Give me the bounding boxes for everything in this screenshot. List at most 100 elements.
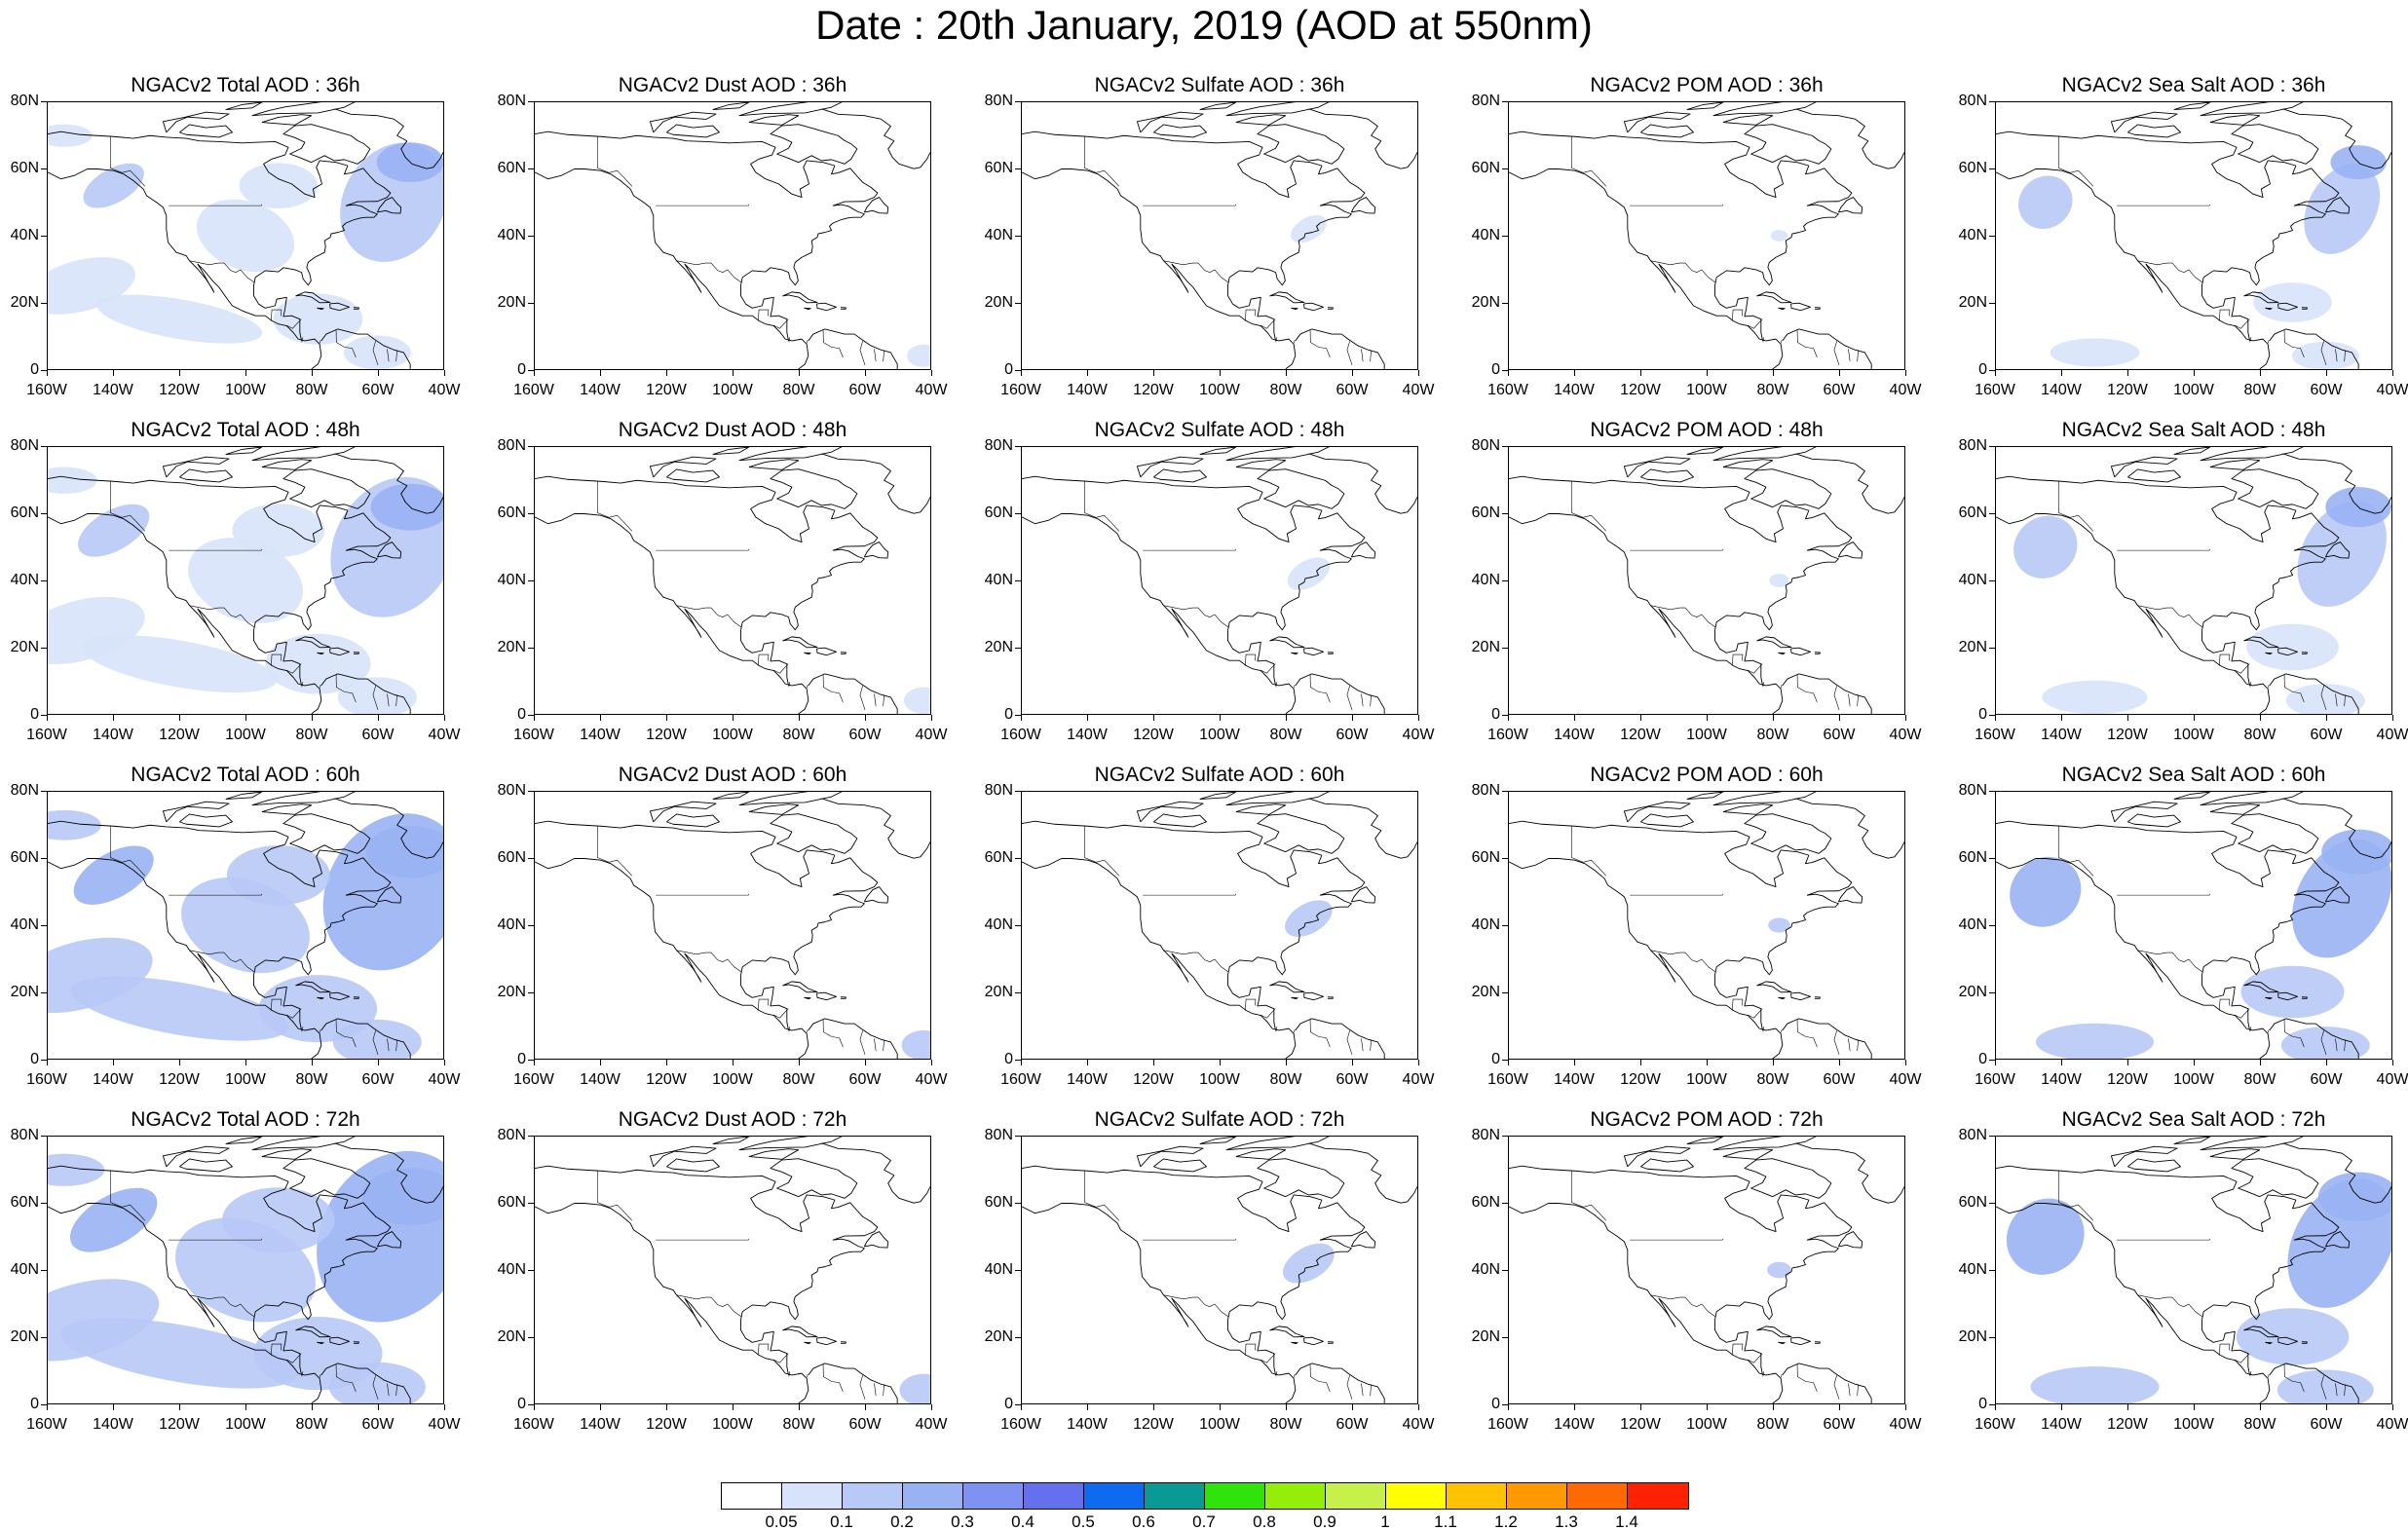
country-border	[1796, 1019, 1818, 1048]
lon-tick	[378, 370, 379, 376]
coastline	[1640, 468, 1694, 483]
coastline	[2282, 108, 2391, 169]
coastline	[317, 996, 324, 1000]
country-border	[271, 998, 282, 1011]
lat-tick-label: 40N	[1958, 572, 1987, 588]
coastline	[1295, 1018, 1385, 1059]
aod-plume	[2236, 1308, 2350, 1365]
lon-tick	[534, 370, 535, 376]
map-svg	[535, 447, 930, 714]
coastline	[1022, 513, 1297, 714]
aod-plume	[2253, 282, 2332, 322]
country-border	[2249, 337, 2252, 343]
coastline	[179, 1158, 233, 1173]
lat-tick	[41, 580, 47, 581]
coastline	[782, 636, 818, 649]
lat-tick	[1015, 303, 1021, 304]
lat-tick	[1015, 446, 1021, 447]
lon-tick	[1021, 1404, 1022, 1410]
lon-tick	[1021, 1060, 1022, 1065]
aod-plume	[328, 1362, 426, 1403]
coastline	[1350, 197, 1376, 214]
lon-tick-label: 160W	[1487, 382, 1528, 398]
aod-plume	[899, 1373, 930, 1403]
map-panel: NGACv2 Dust AOD : 36h 80N 60N 40N 20N 0 160W 14…	[487, 72, 974, 417]
colorbar-swatch	[1567, 1483, 1628, 1509]
lon-tick-label: 140W	[93, 727, 133, 743]
lon-tick-label: 40W	[428, 1071, 461, 1088]
lat-tick	[1015, 858, 1021, 859]
coastline	[295, 1326, 331, 1338]
map-svg	[48, 1137, 443, 1403]
coastline	[1996, 858, 2271, 1059]
lon-tick	[1418, 1060, 1419, 1065]
lat-tick-label: 20N	[10, 984, 39, 1000]
coastline	[251, 447, 356, 462]
aod-plume	[332, 1019, 422, 1059]
lon-tick	[534, 1060, 535, 1065]
lat-tick-label: 60N	[497, 160, 526, 176]
lat-tick	[41, 101, 47, 102]
lon-tick-label: 60W	[848, 727, 882, 743]
lon-tick	[2392, 1404, 2393, 1410]
colorbar-label: 0.6	[1132, 1512, 1155, 1531]
country-border	[1833, 341, 1840, 366]
country-border	[656, 548, 750, 551]
coastline	[1814, 1341, 1821, 1344]
lat-tick-label: 0	[1004, 1396, 1013, 1412]
coastline	[295, 291, 331, 304]
coastline	[1257, 1158, 1345, 1199]
aod-plume	[1767, 1261, 1791, 1279]
coastline	[1509, 168, 1784, 369]
colorbar-label: 1.3	[1555, 1512, 1578, 1531]
lon-tick	[1640, 1404, 1641, 1410]
country-border	[110, 512, 146, 532]
coastline	[2127, 468, 2181, 483]
lon-tick	[600, 715, 601, 721]
coastline	[821, 1142, 930, 1204]
lon-tick	[47, 1404, 48, 1410]
lon-tick	[1508, 1060, 1509, 1065]
coastline	[251, 102, 356, 117]
lat-tick-label: 80N	[984, 437, 1013, 454]
country-border	[1833, 1375, 1840, 1400]
lat-tick	[1502, 303, 1508, 304]
coastline	[804, 996, 811, 1000]
coastline	[1686, 447, 1724, 455]
coastline	[863, 541, 889, 559]
coastline	[2200, 792, 2304, 806]
coastline	[1795, 108, 1904, 169]
country-border	[301, 337, 304, 343]
coastline	[804, 307, 811, 311]
lon-tick-label: 140W	[1067, 727, 1108, 743]
lon-tick	[931, 1060, 932, 1065]
lon-tick	[1773, 715, 1774, 721]
coastline	[1269, 291, 1305, 304]
lon-tick-label: 100W	[225, 727, 266, 743]
lon-tick-label: 160W	[513, 727, 554, 743]
map-svg	[1996, 447, 2391, 714]
coastline	[770, 468, 858, 509]
country-border	[1309, 1363, 1331, 1393]
lat-tick-label: 40N	[10, 572, 39, 588]
country-border	[2249, 1371, 2252, 1377]
lon-tick	[733, 1060, 734, 1065]
lon-tick	[2194, 715, 2195, 721]
lon-tick	[2061, 370, 2062, 376]
country-border	[1346, 341, 1353, 366]
lon-tick	[666, 1404, 667, 1410]
country-border	[387, 693, 390, 707]
lon-tick-label: 140W	[1554, 382, 1595, 398]
coastline	[1303, 647, 1325, 656]
lon-tick	[1905, 1404, 1906, 1410]
country-border	[1084, 857, 1120, 877]
map-svg	[535, 102, 930, 369]
lat-tick-label: 0	[517, 706, 526, 723]
coastline	[2127, 1158, 2181, 1173]
lon-tick	[2061, 715, 2062, 721]
lon-tick	[931, 715, 932, 721]
lon-tick	[1707, 715, 1708, 721]
lat-tick-label: 40N	[984, 1261, 1013, 1278]
lon-tick	[1995, 370, 1996, 376]
coastline	[840, 996, 847, 999]
